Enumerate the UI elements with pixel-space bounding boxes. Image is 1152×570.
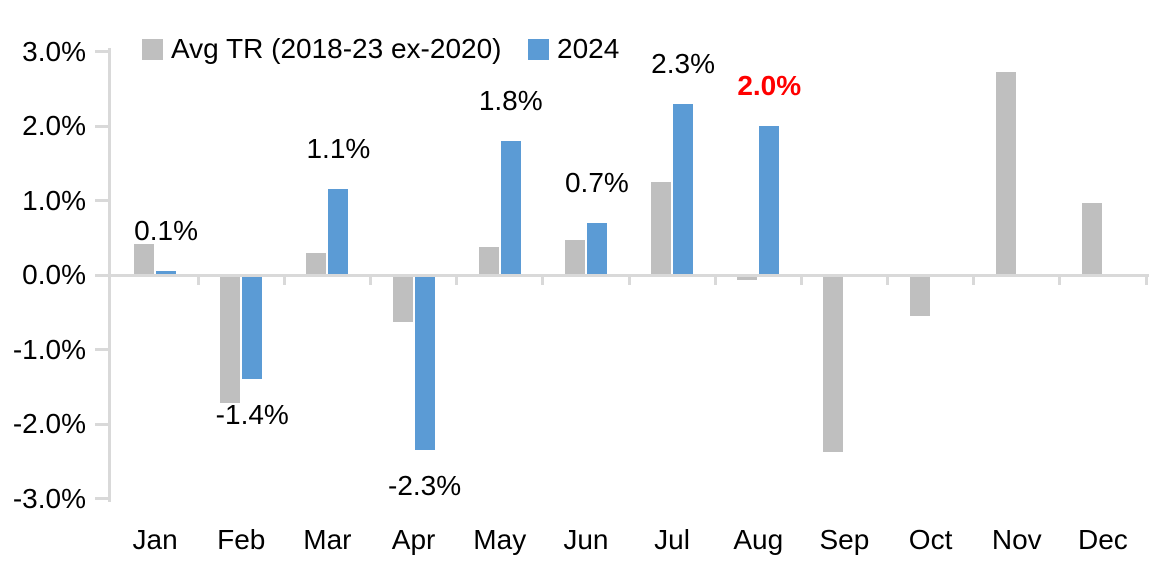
y-axis-tick xyxy=(95,124,108,128)
y-axis-tick xyxy=(95,348,108,351)
bar-avg-tr-jun xyxy=(564,239,585,275)
legend-swatch-2024-icon xyxy=(528,38,549,60)
bar-avg-tr-oct xyxy=(909,275,930,316)
x-axis-tick xyxy=(972,276,976,285)
x-axis-tick xyxy=(1144,276,1148,285)
legend-item-2024: 2024 xyxy=(528,34,619,64)
bar-2024-aug xyxy=(759,126,780,275)
y-axis-tick xyxy=(95,422,108,426)
data-label-aug: 2.0% xyxy=(737,70,802,101)
y-axis-label: 2.0% xyxy=(22,110,86,141)
bar-avg-tr-may xyxy=(478,246,499,275)
x-axis-label-dec: Dec xyxy=(1078,524,1128,555)
bar-2024-jan xyxy=(156,271,177,275)
y-axis-label: -3.0% xyxy=(12,482,86,514)
x-axis-tick xyxy=(1058,276,1062,285)
chart-legend: Avg TR (2018-23 ex-2020) 2024 xyxy=(0,34,1152,64)
x-axis-tick xyxy=(282,276,286,285)
data-label-feb: -1.4% xyxy=(215,399,289,431)
bar-avg-tr-sep xyxy=(823,275,844,452)
y-axis-label: -1.0% xyxy=(12,333,86,365)
data-label-mar: 1.1% xyxy=(306,133,371,165)
x-axis-label-nov: Nov xyxy=(991,524,1042,555)
x-axis-tick xyxy=(541,276,545,285)
x-axis-label-aug: Aug xyxy=(733,524,784,555)
x-axis-label-jul: Jul xyxy=(654,524,690,555)
legend-swatch-avg-tr-icon xyxy=(142,38,163,60)
y-axis-tick xyxy=(95,497,108,500)
data-label-jul: 2.3% xyxy=(651,47,715,79)
y-axis-label: -2.0% xyxy=(12,408,86,439)
y-axis-label: 3.0% xyxy=(22,35,86,67)
x-axis-label-apr: Apr xyxy=(391,524,436,555)
legend-label-avg-tr: Avg TR (2018-23 ex-2020) xyxy=(171,33,502,64)
bar-avg-tr-nov xyxy=(995,71,1016,275)
legend-item-avg-tr: Avg TR (2018-23 ex-2020) xyxy=(142,34,502,64)
x-axis-label-may: May xyxy=(473,524,527,555)
bar-avg-tr-dec xyxy=(1081,202,1102,275)
bar-2024-jun xyxy=(586,222,607,275)
bar-2024-may xyxy=(500,140,521,275)
data-label-jun: 0.7% xyxy=(564,166,629,198)
x-axis-label-jun: Jun xyxy=(563,524,609,555)
bar-2024-feb xyxy=(242,275,263,380)
bar-avg-tr-apr xyxy=(392,275,413,322)
bar-avg-tr-mar xyxy=(306,252,327,275)
data-label-apr: -2.3% xyxy=(388,470,462,502)
x-axis-label-jan: Jan xyxy=(132,524,178,555)
y-axis-label: 0.0% xyxy=(22,259,86,290)
x-axis-line xyxy=(108,273,1149,277)
x-axis-label-mar: Mar xyxy=(303,524,352,555)
y-axis-label: 1.0% xyxy=(22,184,86,216)
data-label-jan: 0.1% xyxy=(134,215,198,247)
bar-2024-jul xyxy=(673,103,694,275)
bar-avg-tr-jul xyxy=(651,181,672,275)
x-axis-tick xyxy=(369,276,372,285)
y-axis-tick xyxy=(95,50,108,53)
legend-label-2024: 2024 xyxy=(557,33,620,64)
y-axis-tick xyxy=(95,273,108,277)
x-axis-label-oct: Oct xyxy=(908,524,953,555)
bar-2024-mar xyxy=(328,189,349,275)
x-axis-tick xyxy=(886,276,889,285)
x-axis-tick xyxy=(799,276,803,285)
data-label-may: 1.8% xyxy=(478,84,543,116)
bar-2024-apr xyxy=(414,275,435,451)
x-axis-tick xyxy=(196,276,200,285)
x-axis-tick xyxy=(713,276,717,285)
y-axis-tick xyxy=(95,199,108,202)
bar-avg-tr-aug xyxy=(737,275,758,281)
x-axis-label-feb: Feb xyxy=(217,524,266,555)
x-axis-tick xyxy=(627,276,631,285)
bar-avg-tr-jan xyxy=(134,243,155,275)
x-axis-tick xyxy=(455,276,459,285)
bar-avg-tr-feb xyxy=(220,275,241,404)
x-axis-label-sep: Sep xyxy=(819,524,870,555)
